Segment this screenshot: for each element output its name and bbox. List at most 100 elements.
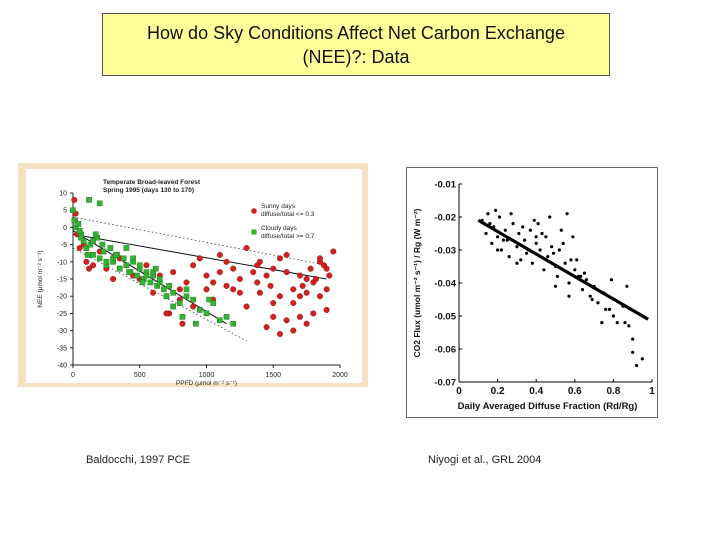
left-sunny-point [263,272,270,279]
left-sunny-point [276,293,283,300]
left-sunny-point [263,324,270,331]
right-data-point [524,251,529,255]
right-data-point [509,212,513,216]
left-sunny-point [316,293,323,300]
left-y-tick-label: -5 [61,242,67,249]
left-cloudy-point [100,248,107,255]
right-x-tick-label: 1 [649,386,655,397]
left-chart-title: Temperate Broad-leaved Forest [103,179,201,186]
left-cloudy-point [152,265,159,272]
right-data-point [507,255,511,259]
right-data-point [534,241,538,245]
left-sunny-point [254,279,261,286]
left-sunny-point [316,255,323,262]
left-cloudy-point [193,320,199,327]
left-chart-subtitle: Spring 1995 (days 130 to 170) [103,187,194,194]
right-data-point [596,301,600,305]
left-sunny-point [296,313,303,320]
right-y-tick-label: -0.06 [434,345,456,356]
left-cloudy-point [160,286,167,293]
left-sunny-point [307,265,314,272]
left-sunny-point [196,255,203,262]
left-sunny-point [254,262,261,269]
right-data-point [523,238,527,242]
left-sunny-point [216,269,223,276]
right-y-tick-label: -0.07 [434,378,456,389]
right-data-point [490,241,494,245]
left-sunny-point [330,248,337,255]
left-sunny-point [176,286,183,293]
left-cloudy-point [126,269,132,275]
left-cloudy-point [170,303,176,310]
right-data-point [555,274,560,278]
left-cloudy-point [156,276,163,282]
right-data-point [571,235,575,239]
left-sunny-point [303,320,310,327]
left-cloudy-point [90,238,96,244]
left-sunny-point [312,275,319,282]
left-cloudy-point [78,234,84,241]
right-x-tick-label: 0.8 [606,386,620,397]
right-data-point [563,261,567,265]
left-cloudy-point [136,262,143,269]
right-data-point [501,238,505,242]
right-data-point [530,261,534,265]
left-sunny-point [323,286,330,293]
right-data-point [496,248,500,252]
right-data-point [532,218,536,222]
left-sunny-point [179,320,186,327]
left-cloudy-point [96,255,103,262]
left-cloudy-point [139,279,146,286]
left-cloudy-point [84,252,91,258]
left-y-tick-label: -20 [57,294,67,301]
left-sunny-point [190,262,197,269]
right-data-point [551,251,556,255]
left-confidence-upper [72,216,327,266]
left-sunny-point [216,251,223,258]
left-cloudy-point [179,314,186,320]
left-sunny-point [323,306,330,313]
right-data-point [590,297,594,302]
left-legend-sunny-label-1: Sunny days [261,203,296,210]
left-sunny-point [236,275,243,282]
right-data-point [567,294,571,298]
right-data-point [573,268,577,272]
left-legend-sunny-marker [251,208,257,214]
left-x-tick-label: 500 [134,372,146,379]
right-x-tick-label: 0 [456,386,462,397]
left-sunny-point [270,265,277,272]
left-y-tick-label: -35 [57,345,67,352]
left-sunny-point [236,289,243,296]
right-data-point [534,235,538,239]
right-data-point [497,215,502,219]
left-sunny-point [299,282,306,289]
left-cloudy-point [130,255,136,262]
left-cloudy-point [210,300,216,306]
slide-title-line2: (NEE)?: Data [302,46,410,67]
right-data-point [538,248,542,252]
right-data-point [640,357,644,361]
right-data-point [517,231,521,236]
caption-right: Niyogi et al., GRL 2004 [428,454,542,466]
left-cloudy-point [183,293,190,300]
left-sunny-point [290,300,297,307]
left-cloudy-point [190,296,196,303]
right-data-point [582,271,587,275]
right-regression-line [477,218,649,321]
left-cloudy-point [76,228,83,234]
left-cloudy-point [86,197,92,203]
right-chart-panel: 0 0.2 0.4 0.6 0.8 1 -0.01 -0.02 -0.03 -0.04 -0.05 -… [406,167,658,418]
left-legend-sunny-label-2: diffuse/total <= 0.3 [261,211,315,218]
left-cloudy-point [103,258,110,265]
right-y-tick-label: -0.03 [434,246,456,257]
right-data-point [553,284,558,288]
left-sunny-point [230,286,237,293]
left-cloudy-point [134,272,140,279]
left-cloudy-point [83,245,90,251]
left-sunny-point [150,289,157,296]
left-sunny-point [270,300,277,307]
left-cloudy-point [206,296,212,303]
left-sunny-point [223,258,230,265]
left-chart-background [26,169,362,383]
left-cloudy-point [217,317,223,324]
